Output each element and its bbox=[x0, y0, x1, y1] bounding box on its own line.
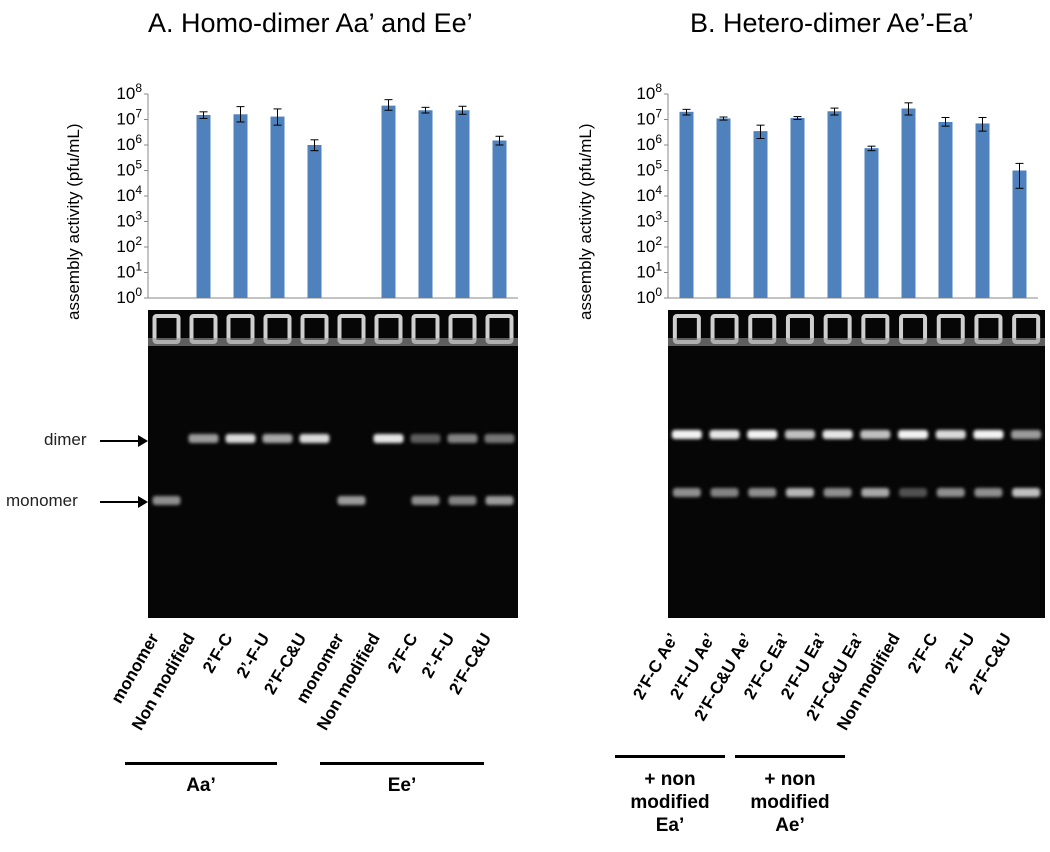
lane-label: 2’F-C bbox=[383, 630, 422, 677]
group-line-aa bbox=[125, 762, 277, 765]
monomer-band bbox=[448, 496, 477, 505]
bar bbox=[196, 115, 211, 298]
bar bbox=[864, 148, 879, 298]
monomer-band bbox=[974, 488, 1003, 497]
y-tick-label: 103 bbox=[116, 209, 142, 231]
panel-b-gel-image bbox=[668, 310, 1045, 618]
dimer-band bbox=[822, 430, 853, 439]
y-tick-label: 106 bbox=[116, 132, 142, 154]
y-tick-label: 108 bbox=[116, 82, 142, 103]
dimer-band bbox=[373, 434, 404, 443]
monomer-band bbox=[152, 496, 181, 505]
lane-label: 2’F-C bbox=[198, 630, 237, 677]
y-tick-label: 101 bbox=[636, 260, 662, 282]
monomer-band bbox=[411, 496, 440, 505]
monomer-band bbox=[823, 488, 852, 497]
bar bbox=[270, 116, 285, 298]
bar bbox=[381, 105, 396, 298]
group-line-non-modified-ae bbox=[735, 755, 845, 758]
dimer-band bbox=[299, 434, 330, 443]
y-tick-label: 105 bbox=[116, 158, 142, 180]
dimer-band bbox=[709, 430, 740, 439]
dimer-band bbox=[262, 434, 293, 443]
monomer-band bbox=[710, 488, 739, 497]
panel-a-gel-image bbox=[148, 310, 518, 618]
monomer-band-label: monomer bbox=[6, 491, 78, 510]
y-tick-label: 103 bbox=[636, 209, 662, 231]
panel-b-title: B. Hetero-dimer Ae’-Ea’ bbox=[690, 8, 974, 38]
bar bbox=[307, 145, 322, 298]
panel-a-gel-bands bbox=[148, 314, 518, 505]
y-tick-label: 102 bbox=[636, 234, 662, 256]
panel-a-title: A. Homo-dimer Aa’ and Ee’ bbox=[148, 8, 473, 38]
bar bbox=[827, 111, 842, 298]
monomer-arrow-icon bbox=[100, 496, 148, 508]
dimer-band-label: dimer bbox=[44, 430, 87, 449]
panel-b-bar-chart: 100 101 102 103 104 105 106 107 108 bbox=[636, 82, 1038, 307]
panel-a-y-axis-label: assembly activity (pfu/mL) bbox=[64, 123, 83, 321]
panel-a-bar-chart: 100 101 102 103 104 105 106 107 108 bbox=[116, 82, 518, 307]
monomer-band bbox=[337, 496, 366, 505]
group-line-non-modified-ea bbox=[615, 755, 725, 758]
monomer-band bbox=[485, 496, 514, 505]
dimer-arrow-icon bbox=[100, 435, 148, 447]
bar bbox=[679, 111, 694, 298]
y-tick-label: 100 bbox=[116, 285, 142, 307]
bar bbox=[975, 123, 990, 298]
y-tick-label: 102 bbox=[116, 234, 142, 256]
dimer-band bbox=[973, 430, 1004, 439]
group-label-non-modified-ae: + non modified Ae’ bbox=[750, 769, 830, 836]
dimer-band bbox=[447, 434, 478, 443]
bar bbox=[938, 121, 953, 298]
monomer-band bbox=[936, 488, 965, 497]
lane-label: 2’F-C bbox=[903, 630, 942, 677]
y-tick-label: 100 bbox=[636, 285, 662, 307]
bar bbox=[455, 110, 470, 298]
y-tick-label: 107 bbox=[636, 107, 662, 129]
bar bbox=[790, 117, 805, 298]
y-tick-label: 105 bbox=[636, 158, 662, 180]
dimer-band bbox=[898, 430, 929, 439]
monomer-band bbox=[899, 488, 928, 497]
group-line-ee bbox=[320, 762, 484, 765]
bar bbox=[753, 131, 768, 298]
dimer-band bbox=[484, 434, 515, 443]
dimer-band bbox=[188, 434, 219, 443]
group-label-non-modified-ea: + non modified Ea’ bbox=[630, 769, 710, 836]
bar bbox=[492, 140, 507, 298]
y-tick-label: 106 bbox=[636, 132, 662, 154]
monomer-band bbox=[785, 488, 814, 497]
monomer-band bbox=[1012, 488, 1041, 497]
group-label-ee: Ee’ bbox=[387, 775, 417, 796]
monomer-band bbox=[861, 488, 890, 497]
bar bbox=[418, 110, 433, 298]
y-tick-label: 101 bbox=[116, 260, 142, 282]
dimer-band bbox=[410, 434, 441, 443]
dimer-band bbox=[784, 430, 815, 439]
dimer-band bbox=[225, 434, 256, 443]
bar bbox=[1012, 170, 1027, 298]
dimer-band bbox=[935, 430, 966, 439]
dimer-band bbox=[1011, 430, 1042, 439]
dimer-band bbox=[747, 430, 778, 439]
y-tick-label: 107 bbox=[116, 107, 142, 129]
monomer-band bbox=[672, 488, 701, 497]
panel-b-gel-bands bbox=[668, 314, 1045, 497]
bar bbox=[233, 114, 248, 298]
bar bbox=[901, 108, 916, 299]
y-tick-label: 108 bbox=[636, 82, 662, 103]
y-tick-label: 104 bbox=[636, 183, 662, 205]
lane-label: 2’F-U bbox=[940, 630, 979, 677]
bar bbox=[716, 118, 731, 298]
y-tick-label: 104 bbox=[116, 183, 142, 205]
dimer-band bbox=[860, 430, 891, 439]
dimer-band bbox=[671, 430, 702, 439]
gel-well-bar bbox=[148, 338, 518, 346]
monomer-band bbox=[748, 488, 777, 497]
gel-well-bar bbox=[668, 338, 1045, 346]
group-label-aa: Aa’ bbox=[186, 775, 216, 796]
panel-b-y-axis-label: assembly activity (pfu/mL) bbox=[576, 123, 595, 321]
